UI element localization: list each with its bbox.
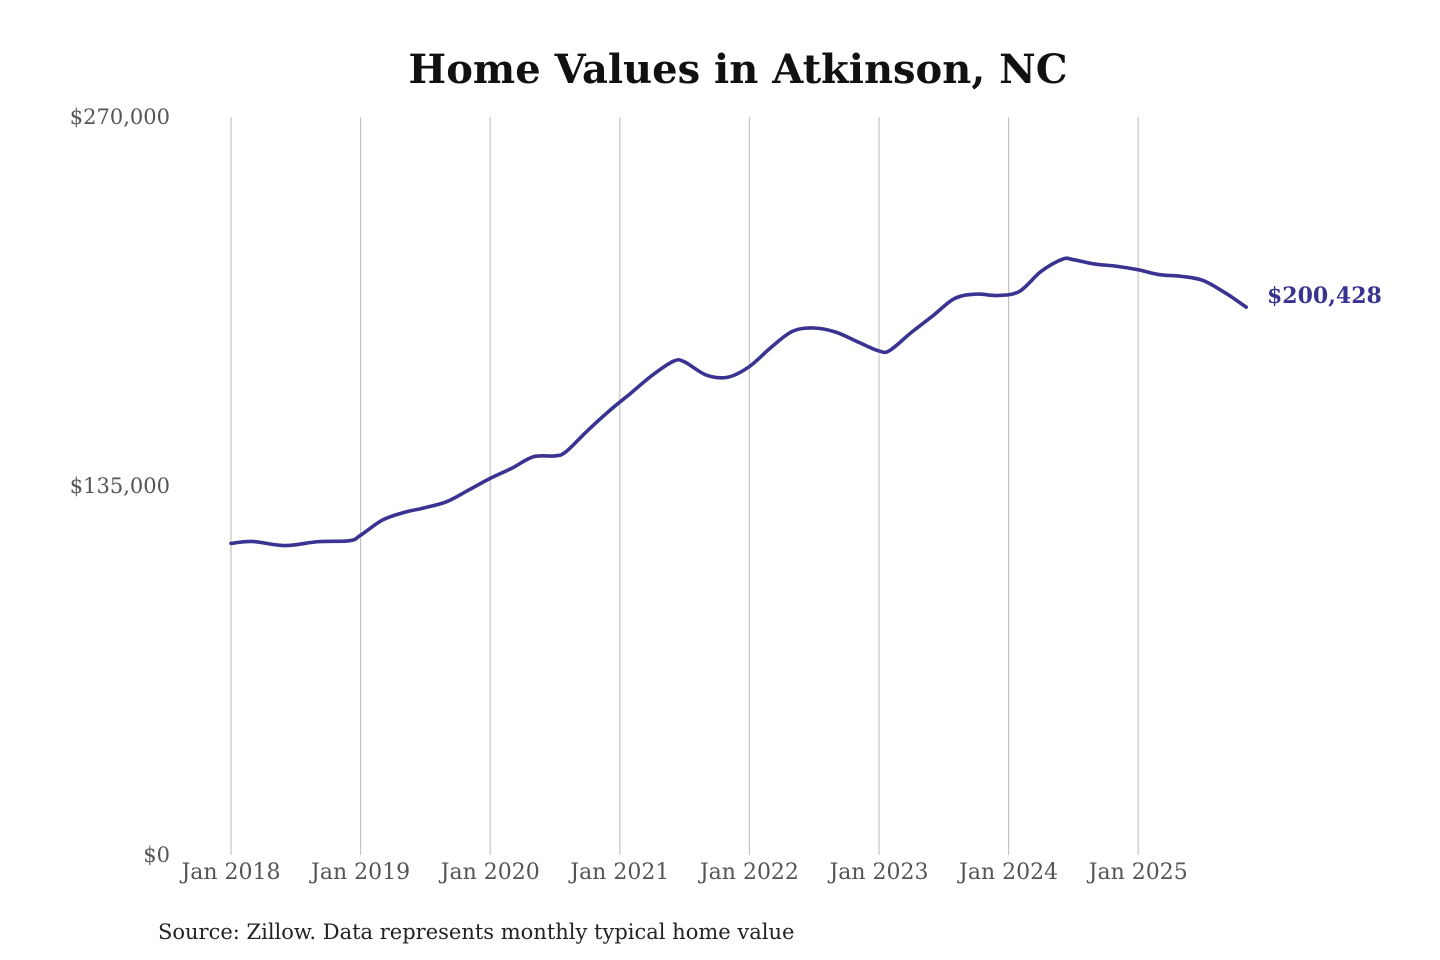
x-axis-ticks: Jan 2018 Jan 2019 Jan 2020 Jan 2021 Jan 2022… — [179, 860, 1187, 885]
end-value-label: $200,428 — [1267, 283, 1382, 309]
gridlines — [230, 117, 1139, 855]
x-tick-label: Jan 2021 — [568, 860, 669, 885]
x-tick-label: Jan 2019 — [309, 860, 410, 885]
x-tick-label: Jan 2018 — [179, 860, 280, 885]
chart-title: Home Values in Atkinson, NC — [408, 46, 1067, 93]
x-tick-label: Jan 2023 — [827, 860, 928, 885]
series-line-0 — [229, 256, 1248, 548]
x-tick-label: Jan 2024 — [957, 860, 1058, 885]
x-tick-label: Jan 2020 — [439, 860, 540, 885]
x-tick-label: Jan 2025 — [1087, 860, 1188, 885]
y-tick-label: $135,000 — [70, 474, 170, 498]
source-note: Source: Zillow. Data represents monthly … — [158, 920, 794, 944]
series-layer — [229, 256, 1248, 548]
y-tick-label: $0 — [143, 843, 170, 867]
y-axis-ticks: $0 $135,000 $270,000 — [70, 105, 170, 867]
x-tick-label: Jan 2022 — [698, 860, 799, 885]
y-tick-label: $270,000 — [70, 105, 170, 129]
